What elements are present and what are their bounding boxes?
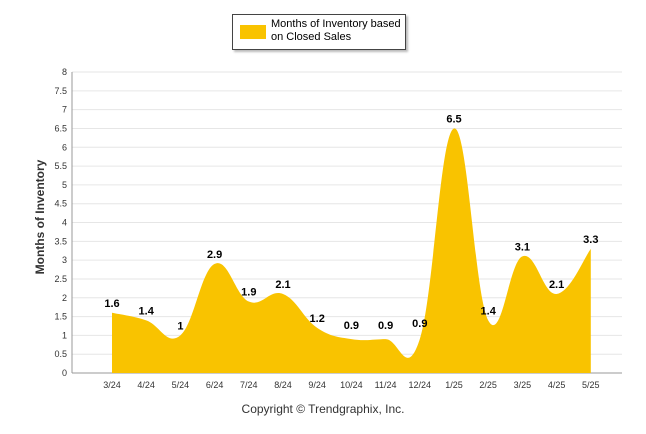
y-tick-label: 5	[62, 180, 67, 190]
y-tick-label: 8	[62, 67, 67, 77]
x-tick-label: 5/25	[582, 380, 600, 390]
y-tick-label: 0	[62, 368, 67, 378]
x-tick-label: 11/24	[375, 380, 397, 390]
x-tick-label: 12/24	[409, 380, 432, 390]
y-tick-label: 2.5	[54, 274, 67, 284]
data-label: 6.5	[446, 113, 461, 125]
data-label: 2.1	[275, 279, 290, 291]
legend-label: Months of Inventory based on Closed Sale…	[271, 18, 401, 43]
data-label: 0.9	[378, 320, 393, 332]
data-label: 1.2	[310, 313, 325, 325]
data-label: 2.1	[549, 279, 564, 291]
x-tick-label: 10/24	[340, 380, 363, 390]
x-tick-label: 3/25	[514, 380, 532, 390]
copyright-footer: Copyright © Trendgraphix, Inc.	[241, 402, 405, 416]
y-tick-label: 7.5	[54, 86, 67, 96]
y-tick-label: 3.5	[54, 236, 67, 246]
x-tick-label: 5/24	[172, 380, 190, 390]
data-label: 0.9	[412, 318, 427, 330]
x-tick-label: 7/24	[240, 380, 258, 390]
y-tick-label: 6.5	[54, 123, 67, 133]
data-label: 2.9	[207, 249, 222, 261]
data-label: 1	[177, 320, 183, 332]
x-tick-label: 4/25	[548, 380, 566, 390]
y-tick-label: 4	[62, 218, 67, 228]
x-tick-label: 2/25	[479, 380, 497, 390]
y-tick-label: 3	[62, 255, 67, 265]
y-tick-label: 0.5	[54, 349, 67, 359]
legend-swatch	[240, 25, 266, 39]
y-tick-label: 1.5	[54, 312, 67, 322]
legend: Months of Inventory based on Closed Sale…	[232, 14, 406, 50]
data-label: 1.4	[481, 305, 497, 317]
y-tick-label: 1	[62, 330, 67, 340]
x-tick-label: 8/24	[274, 380, 292, 390]
y-tick-label: 2	[62, 293, 67, 303]
data-label: 1.9	[241, 287, 256, 299]
x-tick-label: 9/24	[308, 380, 326, 390]
y-tick-label: 4.5	[54, 199, 67, 209]
y-tick-label: 5.5	[54, 161, 67, 171]
x-tick-label: 6/24	[206, 380, 224, 390]
data-label: 1.6	[104, 298, 119, 310]
x-tick-label: 1/25	[445, 380, 463, 390]
y-tick-label: 7	[62, 105, 67, 115]
data-label: 3.1	[515, 241, 530, 253]
data-label: 1.4	[139, 305, 155, 317]
x-tick-label: 3/24	[103, 380, 121, 390]
x-tick-label: 4/24	[137, 380, 155, 390]
data-label: 3.3	[583, 234, 598, 246]
y-tick-label: 6	[62, 142, 67, 152]
data-label: 0.9	[344, 320, 359, 332]
series-area	[112, 128, 591, 373]
